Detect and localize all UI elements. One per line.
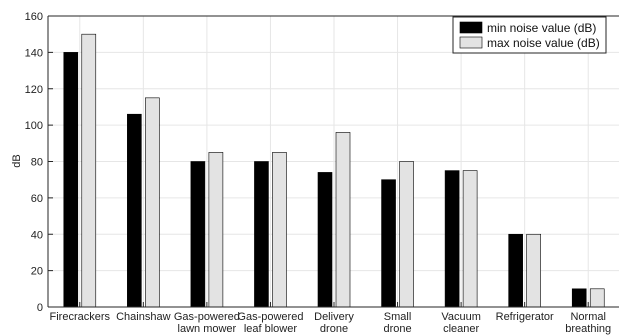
x-tick-label: Gas-powered lawn mower	[174, 311, 240, 335]
y-axis-title: dB	[11, 154, 23, 167]
x-tick-label: Small drone	[383, 311, 411, 335]
x-tick-label: Chainshaw	[116, 311, 170, 323]
bar-min	[571, 288, 587, 308]
grid-lines	[48, 15, 619, 308]
x-tick-label: Normal breathing	[565, 311, 611, 335]
x-tick-labels: Firecrackers Chainshaw Gas-powered lawn mow…	[50, 311, 612, 335]
legend-swatch	[459, 36, 483, 49]
y-tick-label: 140	[25, 47, 43, 59]
y-tick-label: 60	[31, 193, 43, 205]
legend-swatch	[459, 21, 483, 34]
bar-max	[462, 170, 478, 308]
bar-min	[444, 170, 460, 308]
bar-max	[272, 152, 287, 308]
y-tick-label: 80	[31, 157, 43, 169]
y-tick-label: 100	[25, 120, 43, 132]
bar-max	[335, 132, 351, 308]
x-tick-label: Gas-powered leaf blower	[237, 311, 303, 335]
bar-max	[589, 288, 605, 308]
bar-min	[63, 52, 79, 308]
y-tick-label: 20	[31, 266, 43, 278]
bar-max	[208, 152, 224, 308]
x-tick-label: Firecrackers	[50, 311, 111, 323]
x-tick-label: Vacuum cleaner	[441, 311, 481, 335]
legend: min noise value (dB)max noise value (dB)	[452, 16, 607, 54]
bar-max	[526, 233, 541, 308]
bar-min	[127, 113, 142, 308]
bar-max	[399, 161, 414, 308]
bars	[63, 33, 605, 308]
bar-min	[317, 172, 333, 308]
bar-min	[254, 161, 269, 308]
bar-min	[508, 233, 523, 308]
legend-label: min noise value (dB)	[487, 21, 596, 35]
x-tick-label: Refrigerator	[496, 311, 554, 323]
y-tick-label: 0	[37, 302, 43, 314]
bar-min	[190, 161, 206, 308]
bar-max	[81, 33, 97, 308]
y-tick-label: 160	[25, 11, 43, 23]
axes	[47, 15, 619, 308]
y-tick-labels: 0 20 40 60 80 100 120 140 160	[25, 11, 43, 314]
y-tick-label: 120	[25, 84, 43, 96]
y-tick-label: 40	[31, 229, 43, 241]
x-tick-label: Delivery drone	[314, 311, 354, 335]
bar-max	[145, 97, 160, 308]
bar-min	[381, 179, 396, 308]
legend-label: max noise value (dB)	[487, 36, 600, 50]
